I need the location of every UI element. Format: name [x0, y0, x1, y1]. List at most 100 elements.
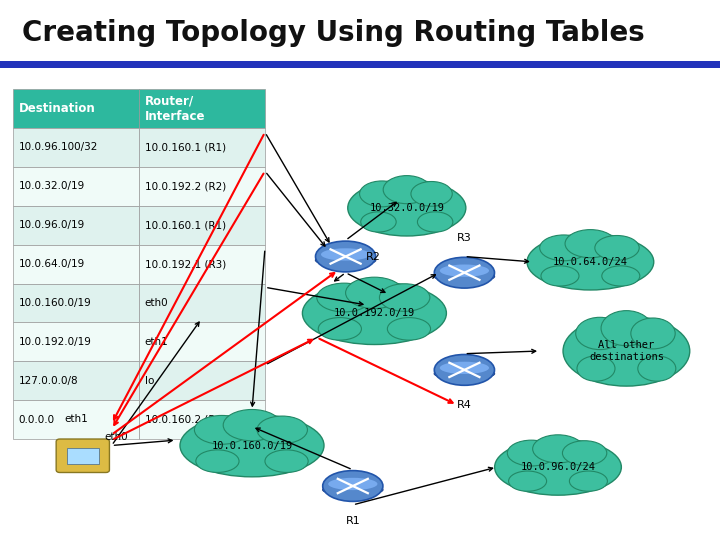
- Ellipse shape: [533, 435, 583, 463]
- Ellipse shape: [321, 248, 370, 261]
- Text: 10.0.192.0/19: 10.0.192.0/19: [19, 337, 91, 347]
- Bar: [139, 284, 265, 322]
- Ellipse shape: [434, 271, 495, 282]
- Ellipse shape: [194, 415, 249, 444]
- Text: 10.0.192.1 (R3): 10.0.192.1 (R3): [145, 259, 226, 269]
- FancyArrowPatch shape: [114, 439, 172, 446]
- Text: 127.0.0.0/8: 127.0.0.0/8: [19, 376, 78, 386]
- FancyArrowPatch shape: [348, 202, 396, 239]
- Ellipse shape: [383, 176, 431, 204]
- Ellipse shape: [379, 284, 430, 312]
- Ellipse shape: [601, 310, 652, 346]
- Ellipse shape: [540, 235, 588, 261]
- Ellipse shape: [180, 414, 324, 477]
- Text: 10.0.160.1 (R1): 10.0.160.1 (R1): [145, 143, 226, 152]
- Ellipse shape: [323, 470, 383, 501]
- Ellipse shape: [638, 356, 676, 381]
- Text: 10.0.96.0/19: 10.0.96.0/19: [19, 220, 85, 230]
- FancyArrowPatch shape: [266, 134, 329, 242]
- FancyArrowPatch shape: [467, 256, 528, 263]
- FancyArrowPatch shape: [335, 274, 343, 281]
- Text: 10.0.96.100/32: 10.0.96.100/32: [19, 143, 98, 152]
- Ellipse shape: [631, 318, 675, 349]
- Text: eth1: eth1: [65, 414, 89, 423]
- Text: 10.0.160.0/19: 10.0.160.0/19: [212, 441, 292, 450]
- Ellipse shape: [315, 241, 376, 272]
- Bar: [13, 361, 139, 400]
- Ellipse shape: [565, 230, 616, 258]
- Text: lo: lo: [145, 376, 154, 386]
- Ellipse shape: [196, 450, 239, 472]
- Text: Router/
Interface: Router/ Interface: [145, 94, 205, 123]
- Ellipse shape: [265, 450, 308, 472]
- Text: eth1: eth1: [145, 337, 168, 347]
- Text: 10.32.0.0/19: 10.32.0.0/19: [369, 203, 444, 213]
- FancyArrowPatch shape: [114, 273, 334, 433]
- Text: eth0: eth0: [104, 433, 128, 442]
- Ellipse shape: [508, 440, 555, 466]
- Text: All other
destinations: All other destinations: [589, 340, 664, 362]
- Bar: [139, 322, 265, 361]
- FancyArrowPatch shape: [114, 340, 312, 439]
- Ellipse shape: [434, 355, 495, 386]
- Text: 10.0.64.0/24: 10.0.64.0/24: [553, 257, 628, 267]
- Ellipse shape: [418, 212, 453, 232]
- FancyArrowPatch shape: [113, 322, 199, 443]
- Ellipse shape: [570, 471, 608, 491]
- Text: Creating Topology Using Routing Tables: Creating Topology Using Routing Tables: [22, 19, 644, 47]
- Text: 10.0.192.2 (R2): 10.0.192.2 (R2): [145, 181, 226, 191]
- Bar: [13, 284, 139, 322]
- Ellipse shape: [541, 266, 579, 286]
- FancyArrowPatch shape: [251, 251, 265, 406]
- Bar: [13, 322, 139, 361]
- Ellipse shape: [387, 318, 431, 340]
- Ellipse shape: [576, 318, 624, 349]
- Ellipse shape: [527, 234, 654, 290]
- Text: 10.0.160.2 (R4): 10.0.160.2 (R4): [145, 415, 226, 424]
- Ellipse shape: [577, 356, 615, 381]
- Ellipse shape: [315, 254, 376, 266]
- Text: 10.0.160.0/19: 10.0.160.0/19: [19, 298, 91, 308]
- Ellipse shape: [595, 235, 639, 260]
- Bar: [0, 61, 720, 68]
- Bar: [13, 245, 139, 284]
- Bar: [13, 89, 139, 128]
- FancyArrowPatch shape: [267, 275, 436, 364]
- Ellipse shape: [563, 316, 690, 386]
- FancyArrowPatch shape: [114, 135, 264, 420]
- Ellipse shape: [508, 471, 546, 491]
- Ellipse shape: [434, 258, 495, 288]
- Ellipse shape: [318, 318, 361, 340]
- Bar: [139, 400, 265, 439]
- Ellipse shape: [323, 484, 383, 495]
- FancyArrowPatch shape: [266, 173, 325, 246]
- FancyArrowPatch shape: [114, 173, 264, 425]
- Ellipse shape: [602, 266, 640, 286]
- Text: R3: R3: [457, 233, 472, 242]
- Ellipse shape: [223, 409, 281, 441]
- FancyArrowPatch shape: [319, 339, 453, 403]
- Text: Destination: Destination: [19, 102, 96, 115]
- Bar: [139, 89, 265, 128]
- Bar: [139, 206, 265, 245]
- FancyArrowPatch shape: [348, 274, 385, 292]
- Text: 10.0.160.1 (R1): 10.0.160.1 (R1): [145, 220, 226, 230]
- Text: 10.0.192.0/19: 10.0.192.0/19: [334, 308, 415, 318]
- Bar: [13, 128, 139, 167]
- Ellipse shape: [302, 282, 446, 345]
- Ellipse shape: [440, 265, 489, 277]
- Text: R1: R1: [346, 516, 360, 526]
- Bar: [139, 128, 265, 167]
- Bar: [139, 167, 265, 206]
- Bar: [13, 167, 139, 206]
- FancyArrowPatch shape: [256, 428, 350, 469]
- Ellipse shape: [348, 180, 466, 236]
- Ellipse shape: [495, 439, 621, 495]
- Bar: [139, 361, 265, 400]
- Text: 10.0.64.0/19: 10.0.64.0/19: [19, 259, 85, 269]
- Text: 0.0.0.0: 0.0.0.0: [19, 415, 55, 424]
- FancyArrowPatch shape: [467, 349, 536, 354]
- Text: 10.0.96.0/24: 10.0.96.0/24: [521, 462, 595, 472]
- Ellipse shape: [359, 181, 405, 207]
- FancyBboxPatch shape: [56, 439, 109, 472]
